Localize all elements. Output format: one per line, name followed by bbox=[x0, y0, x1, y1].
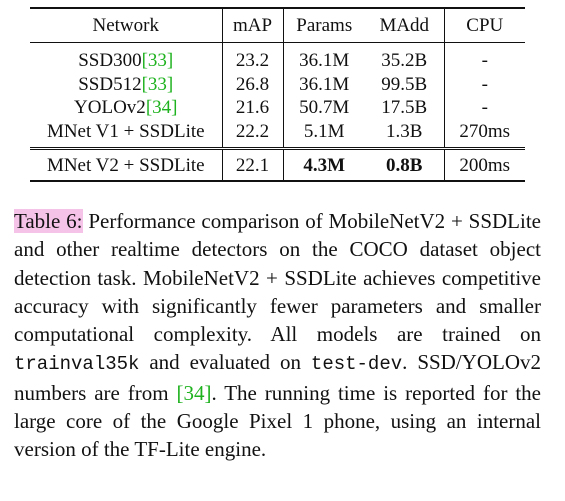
table-cell: Network bbox=[30, 8, 223, 43]
cell-text: MNet V2 + SSDLite bbox=[46, 154, 205, 176]
cell-text: SSD512 bbox=[78, 73, 142, 95]
cell-text: SSD300 bbox=[78, 50, 142, 72]
cell-text: 36.1M bbox=[299, 50, 350, 72]
table-cell: 21.6 bbox=[222, 96, 284, 120]
citation: [33] bbox=[141, 50, 174, 72]
table-row: Network mAP Params MAdd CPU bbox=[30, 8, 525, 43]
table-cell: SSD300[33] bbox=[30, 42, 223, 73]
cell-text: 22.2 bbox=[235, 120, 270, 142]
cell-text: 270ms bbox=[459, 120, 511, 142]
cell-text: 99.5B bbox=[381, 73, 428, 95]
table-row: SSD512[33] 26.8 36.1M 99.5B - bbox=[30, 72, 525, 97]
cell-text: CPU bbox=[466, 15, 504, 36]
results-table: Network mAP Params MAdd CPU SSD300[33] 23.2 36.… bbox=[30, 7, 525, 182]
cell-text: - bbox=[481, 97, 488, 119]
table-cell: mAP bbox=[222, 8, 284, 43]
cell-text: Params bbox=[296, 15, 353, 36]
table-cell: 4.3M bbox=[283, 147, 365, 181]
table-cell: 36.1M bbox=[283, 43, 365, 73]
table-cell: 36.1M bbox=[283, 73, 365, 97]
cell-text: 4.3M bbox=[303, 154, 346, 176]
table-cell: 35.2B bbox=[365, 42, 445, 73]
table-cell: SSD512[33] bbox=[30, 72, 223, 96]
table-cell: 200ms bbox=[444, 147, 525, 181]
cell-text: 5.1M bbox=[303, 120, 345, 142]
cell-text: 0.8B bbox=[386, 154, 423, 176]
caption-text: . SSD/YOLOv2 numbers are from bbox=[14, 350, 542, 405]
cell-text: 21.6 bbox=[235, 97, 270, 119]
cell-text: - bbox=[481, 73, 488, 95]
cell-text: 22.1 bbox=[235, 154, 270, 176]
table-row: YOLOv2[34] 21.6 50.7M 17.5B - bbox=[30, 96, 525, 120]
table-cell: Params bbox=[283, 8, 365, 43]
caption-text: . The running time is reported for the l… bbox=[14, 380, 541, 462]
cell-text: mAP bbox=[232, 15, 273, 36]
cell-text: 36.1M bbox=[299, 73, 350, 95]
citation: [34] bbox=[145, 97, 178, 119]
table-cell: YOLOv2[34] bbox=[30, 96, 223, 120]
table-cell: CPU bbox=[444, 8, 525, 43]
cell-text: 50.7M bbox=[299, 97, 350, 119]
caption-mono: test-dev bbox=[310, 353, 403, 376]
caption-text: Performance comparison of MobileNetV2 + … bbox=[14, 209, 541, 347]
cell-text: MAdd bbox=[379, 15, 430, 36]
table-cell: 0.8B bbox=[365, 147, 445, 181]
caption-cite: [34] bbox=[176, 380, 212, 405]
table-cell: 5.1M bbox=[283, 120, 365, 149]
cell-text: 26.8 bbox=[235, 73, 270, 95]
table-cell: 50.7M bbox=[283, 96, 365, 120]
table-cell: 99.5B bbox=[365, 72, 445, 96]
table-row: MNet V2 + SSDLite 22.1 4.3M 0.8B 200ms bbox=[30, 147, 525, 181]
table-cell: 17.5B bbox=[365, 96, 445, 120]
cell-text: 17.5B bbox=[381, 97, 428, 119]
table-cell: 23.2 bbox=[222, 42, 284, 73]
cell-text: 23.2 bbox=[235, 50, 270, 72]
cell-text: 1.3B bbox=[386, 120, 423, 142]
table-cell: - bbox=[444, 73, 525, 97]
cell-text: Network bbox=[92, 15, 159, 36]
cell-text: YOLOv2 bbox=[74, 97, 146, 119]
table-cell: 270ms bbox=[444, 120, 525, 149]
table-cell: 1.3B bbox=[365, 119, 445, 149]
cell-text: 35.2B bbox=[381, 50, 428, 72]
cell-text: 200ms bbox=[459, 154, 511, 176]
table-cell: - bbox=[444, 43, 525, 73]
caption-text: and evaluated on bbox=[139, 350, 311, 375]
caption-mono: trainval35k bbox=[14, 353, 140, 376]
cell-text: - bbox=[481, 50, 488, 72]
table-row: SSD300[33] 23.2 36.1M 35.2B - bbox=[30, 42, 525, 73]
table-cell: 22.1 bbox=[222, 147, 284, 181]
table-cell: MNet V1 + SSDLite bbox=[30, 119, 223, 149]
table-cell: 22.2 bbox=[222, 119, 284, 149]
table-cell: - bbox=[444, 96, 525, 120]
citation: [33] bbox=[141, 73, 174, 95]
table-row: MNet V1 + SSDLite 22.2 5.1M 1.3B 270ms bbox=[30, 119, 525, 149]
cell-text: MNet V1 + SSDLite bbox=[46, 120, 205, 142]
table-cell: MAdd bbox=[365, 8, 445, 43]
caption: Table 6: Performance comparison of Mobil… bbox=[14, 207, 541, 464]
table-cell: 26.8 bbox=[222, 72, 284, 96]
caption-label: Table 6: bbox=[14, 209, 83, 233]
table-cell: MNet V2 + SSDLite bbox=[30, 147, 223, 181]
